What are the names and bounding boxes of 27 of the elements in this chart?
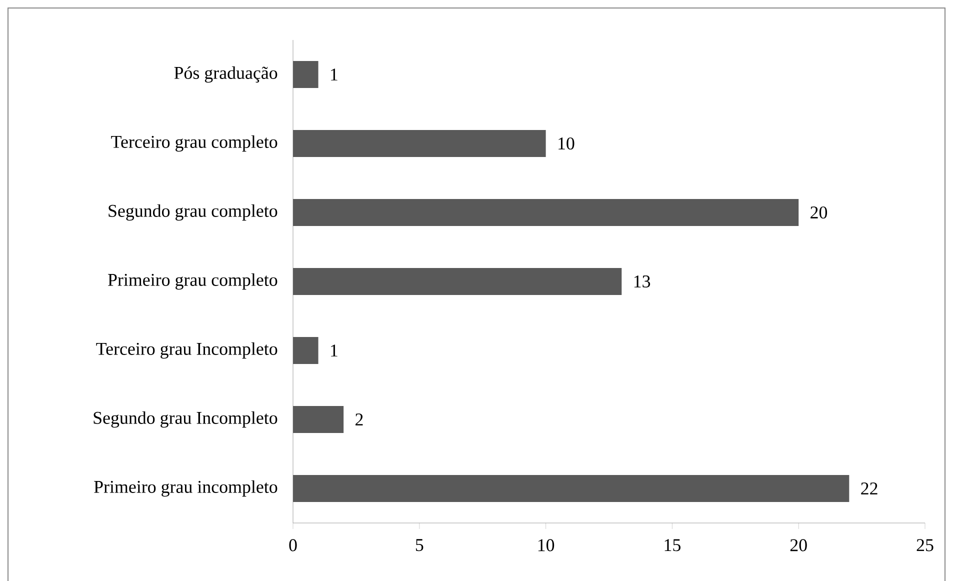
- y-tick-label: Segundo grau Incompleto: [94, 411, 278, 428]
- y-tick-label: Terceiro grau completo: [111, 135, 278, 152]
- x-tick-label: 10: [538, 539, 554, 552]
- y-tick-label: Terceiro grau Incompleto: [96, 342, 278, 359]
- bar: [293, 130, 546, 157]
- y-tick-label: Primeiro grau incompleto: [94, 480, 278, 497]
- data-label: 1: [331, 68, 338, 80]
- data-label: 1: [331, 344, 338, 356]
- y-tick-label: Segundo grau completo: [108, 204, 278, 221]
- data-label: 22: [861, 482, 878, 494]
- y-tick-label: Primeiro grau completo: [108, 273, 278, 290]
- x-tick-label: 0: [289, 539, 297, 552]
- y-tick-label: Pós graduação: [174, 66, 278, 83]
- data-label: 13: [634, 275, 650, 288]
- data-label: 2: [356, 414, 363, 426]
- x-tick-label: 20: [790, 539, 807, 552]
- x-tick-label: 25: [916, 539, 934, 552]
- data-label: 20: [810, 206, 828, 219]
- x-tick-label: 15: [664, 539, 680, 552]
- bar: [293, 406, 344, 433]
- bar: [293, 268, 622, 295]
- bar: [293, 336, 318, 364]
- bar: [293, 60, 318, 88]
- bar: [293, 474, 850, 502]
- data-label: 10: [558, 137, 574, 150]
- bar: [293, 198, 799, 226]
- x-tick-label: 5: [416, 539, 424, 552]
